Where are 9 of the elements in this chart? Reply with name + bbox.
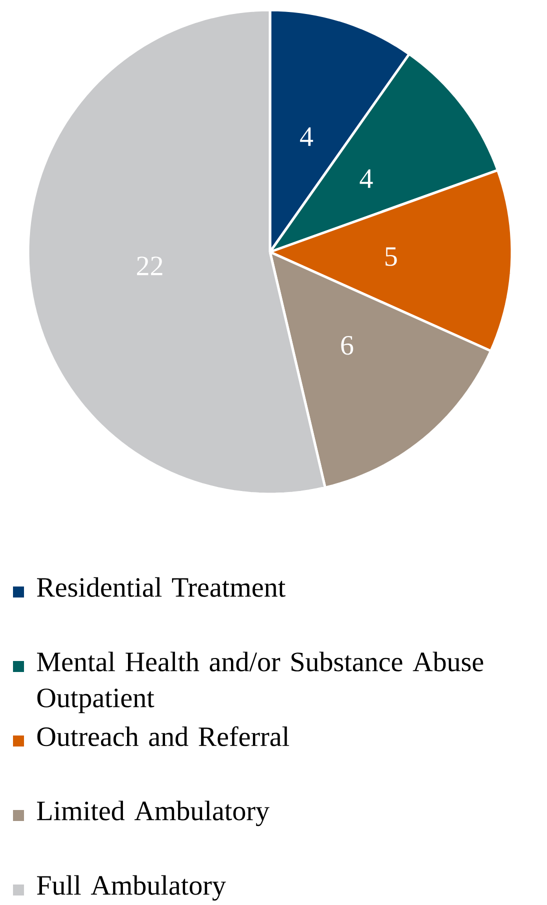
data-label: 6 xyxy=(341,336,354,355)
data-label: 5 xyxy=(386,247,397,266)
legend-label: Full Ambulatory xyxy=(37,875,226,901)
data-label: 4 xyxy=(300,127,314,146)
legend-label: Outreach and Referral xyxy=(37,726,290,746)
legend-label: Residential Treatment xyxy=(37,577,286,597)
data-label: 4 xyxy=(360,169,373,188)
legend-label: Limited Ambulatory xyxy=(37,800,270,826)
legend-label: Mental Health and/or Substance Abuse Outpatient xyxy=(37,652,484,714)
